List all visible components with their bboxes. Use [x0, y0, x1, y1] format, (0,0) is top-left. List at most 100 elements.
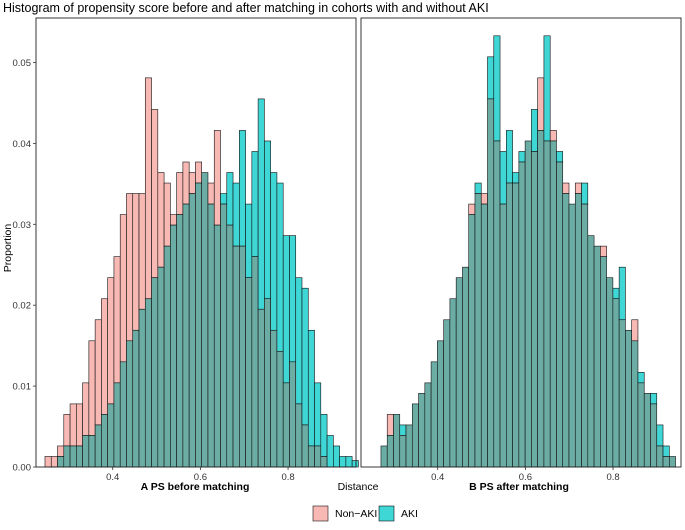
overlap-bar — [625, 329, 632, 468]
aki-bar — [239, 130, 246, 247]
non-aki-bar — [631, 319, 639, 342]
overlap-bar — [320, 456, 328, 468]
overlap-bar — [226, 224, 234, 468]
overlap-bar — [57, 456, 65, 468]
overlap-bar — [307, 445, 315, 468]
overlap-bar — [637, 382, 645, 468]
overlap-bar — [245, 277, 253, 468]
overlap-bar — [562, 193, 570, 468]
non-aki-bar — [188, 172, 196, 194]
overlap-bar — [314, 445, 322, 468]
legend: Non−AKI AKI — [312, 505, 418, 522]
y-axis-label: Proportion — [2, 224, 14, 273]
overlap-bar — [468, 214, 476, 468]
aki-bar — [662, 445, 670, 457]
overlap-bar — [163, 245, 171, 468]
non-aki-bar — [44, 456, 52, 468]
non-aki-bar — [207, 182, 215, 205]
overlap-bar — [113, 382, 121, 468]
overlap-bar — [220, 203, 228, 468]
overlap-bar — [506, 182, 513, 468]
overlap-bar — [295, 403, 303, 468]
overlap-bar — [289, 361, 297, 468]
panel-a-label: A PS before matching — [141, 481, 250, 493]
overlap-bar — [424, 382, 432, 468]
legend-non-aki-swatch — [312, 505, 329, 522]
aki-bar — [314, 382, 322, 447]
overlap-bar — [493, 140, 501, 468]
aki-bar — [245, 203, 253, 278]
overlap-bar — [380, 445, 388, 468]
x-tick-label: 0.8 — [606, 472, 619, 483]
overlap-bar — [556, 161, 564, 468]
panel-b-label: B PS after matching — [469, 481, 569, 493]
overlap-bar — [132, 329, 140, 468]
overlap-bar — [524, 140, 532, 468]
x-tick-label: 0.6 — [519, 472, 532, 483]
overlap-bar — [656, 445, 664, 468]
overlap-bar — [301, 424, 309, 468]
aki-bar — [650, 393, 658, 405]
overlap-bar — [207, 203, 215, 468]
overlap-bar — [606, 277, 614, 468]
aki-bar — [276, 182, 284, 352]
aki-bar — [493, 35, 501, 142]
overlap-bar — [232, 245, 240, 468]
aki-bar — [637, 372, 645, 384]
overlap-bar — [76, 445, 83, 468]
y-tick-label: 0.03 — [13, 220, 32, 231]
overlap-bar — [94, 424, 102, 468]
non-aki-bar — [107, 277, 115, 405]
overlap-bar — [430, 361, 438, 468]
non-aki-bar — [63, 414, 71, 447]
aki-bar — [220, 193, 228, 205]
overlap-bar — [512, 182, 520, 468]
overlap-bar — [487, 98, 495, 468]
aki-bar — [518, 151, 526, 163]
overlap-bar — [138, 308, 146, 468]
x-tick-label: 0.4 — [431, 472, 444, 483]
aki-bar — [270, 172, 278, 331]
non-aki-bar — [537, 77, 545, 131]
overlap-bar — [170, 224, 177, 468]
overlap-bar — [119, 361, 127, 468]
overlap-bar — [386, 435, 394, 468]
non-aki-bar — [101, 298, 108, 415]
overlap-bar — [157, 266, 165, 468]
overlap-bar — [437, 340, 444, 468]
aki-bar — [226, 172, 234, 226]
overlap-bar — [581, 203, 589, 468]
overlap-bar — [213, 224, 221, 468]
panel-frame — [360, 17, 682, 468]
overlap-bar — [282, 382, 290, 468]
overlap-bar — [399, 435, 407, 468]
aki-bar — [289, 235, 297, 363]
non-aki-bar — [157, 172, 165, 268]
non-aki-bar — [76, 403, 83, 447]
x-tick-label: 0.6 — [194, 472, 207, 483]
aki-bar — [282, 235, 290, 384]
overlap-bar — [480, 203, 488, 468]
overlap-bar — [650, 403, 658, 468]
overlap-bar — [393, 414, 401, 468]
x-tick-label: 0.4 — [106, 472, 119, 483]
non-aki-bar — [195, 161, 202, 184]
overlap-bar — [549, 140, 557, 468]
overlap-bar — [574, 193, 582, 468]
overlap-bar — [101, 414, 108, 468]
aki-bar — [512, 172, 520, 184]
aki-bar — [487, 56, 495, 100]
chart-title: Histogram of propensity score before and… — [3, 1, 489, 15]
overlap-bar — [618, 319, 626, 468]
y-tick-label: 0.00 — [13, 463, 32, 474]
overlap-bar — [612, 298, 620, 468]
aki-bar — [351, 460, 359, 468]
aki-bar — [232, 182, 240, 247]
overlap-bar — [668, 456, 676, 468]
aki-bar — [543, 35, 551, 142]
non-aki-bar — [182, 161, 190, 205]
non-aki-bar — [119, 214, 127, 363]
overlap-bar — [188, 193, 196, 468]
aki-bar — [333, 445, 340, 468]
